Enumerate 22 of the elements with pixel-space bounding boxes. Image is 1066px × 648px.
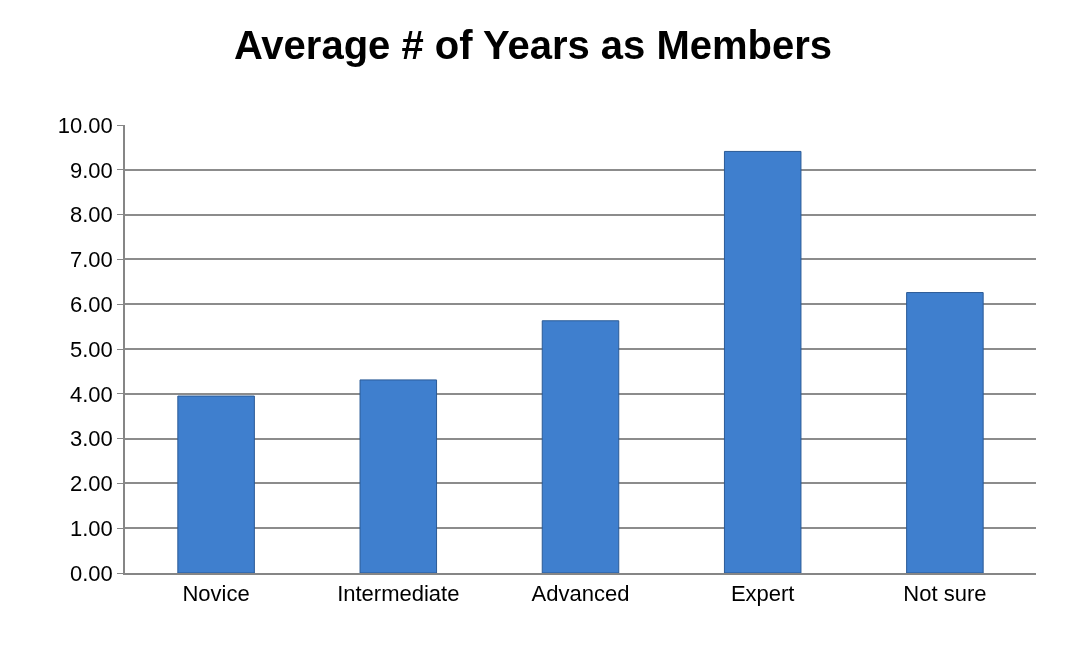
y-tick-label: 9.00 (70, 157, 113, 183)
bar (906, 292, 984, 573)
y-tick-label: 7.00 (70, 247, 113, 273)
bar (177, 395, 255, 573)
y-tick-label: 0.00 (70, 560, 113, 586)
y-tick-label: 4.00 (70, 381, 113, 407)
bar (541, 320, 620, 573)
x-tick-label: Not sure (903, 581, 987, 607)
y-tick-label: 5.00 (70, 336, 113, 362)
bar (723, 150, 802, 573)
x-tick-label: Novice (182, 581, 250, 607)
y-tick-label: 10.00 (57, 112, 113, 138)
y-tick-label: 1.00 (70, 515, 113, 541)
y-tick-label: 2.00 (70, 471, 113, 497)
y-tick-label: 8.00 (70, 202, 113, 228)
bar (359, 379, 438, 573)
x-tick-label: Expert (730, 581, 795, 607)
y-tick-label: 3.00 (70, 426, 113, 452)
y-tick-label: 6.00 (70, 291, 113, 317)
x-tick-label: Intermediate (337, 581, 460, 607)
x-tick-label: Advanced (531, 581, 630, 607)
chart-title: Average # of Years as Members (233, 23, 833, 68)
